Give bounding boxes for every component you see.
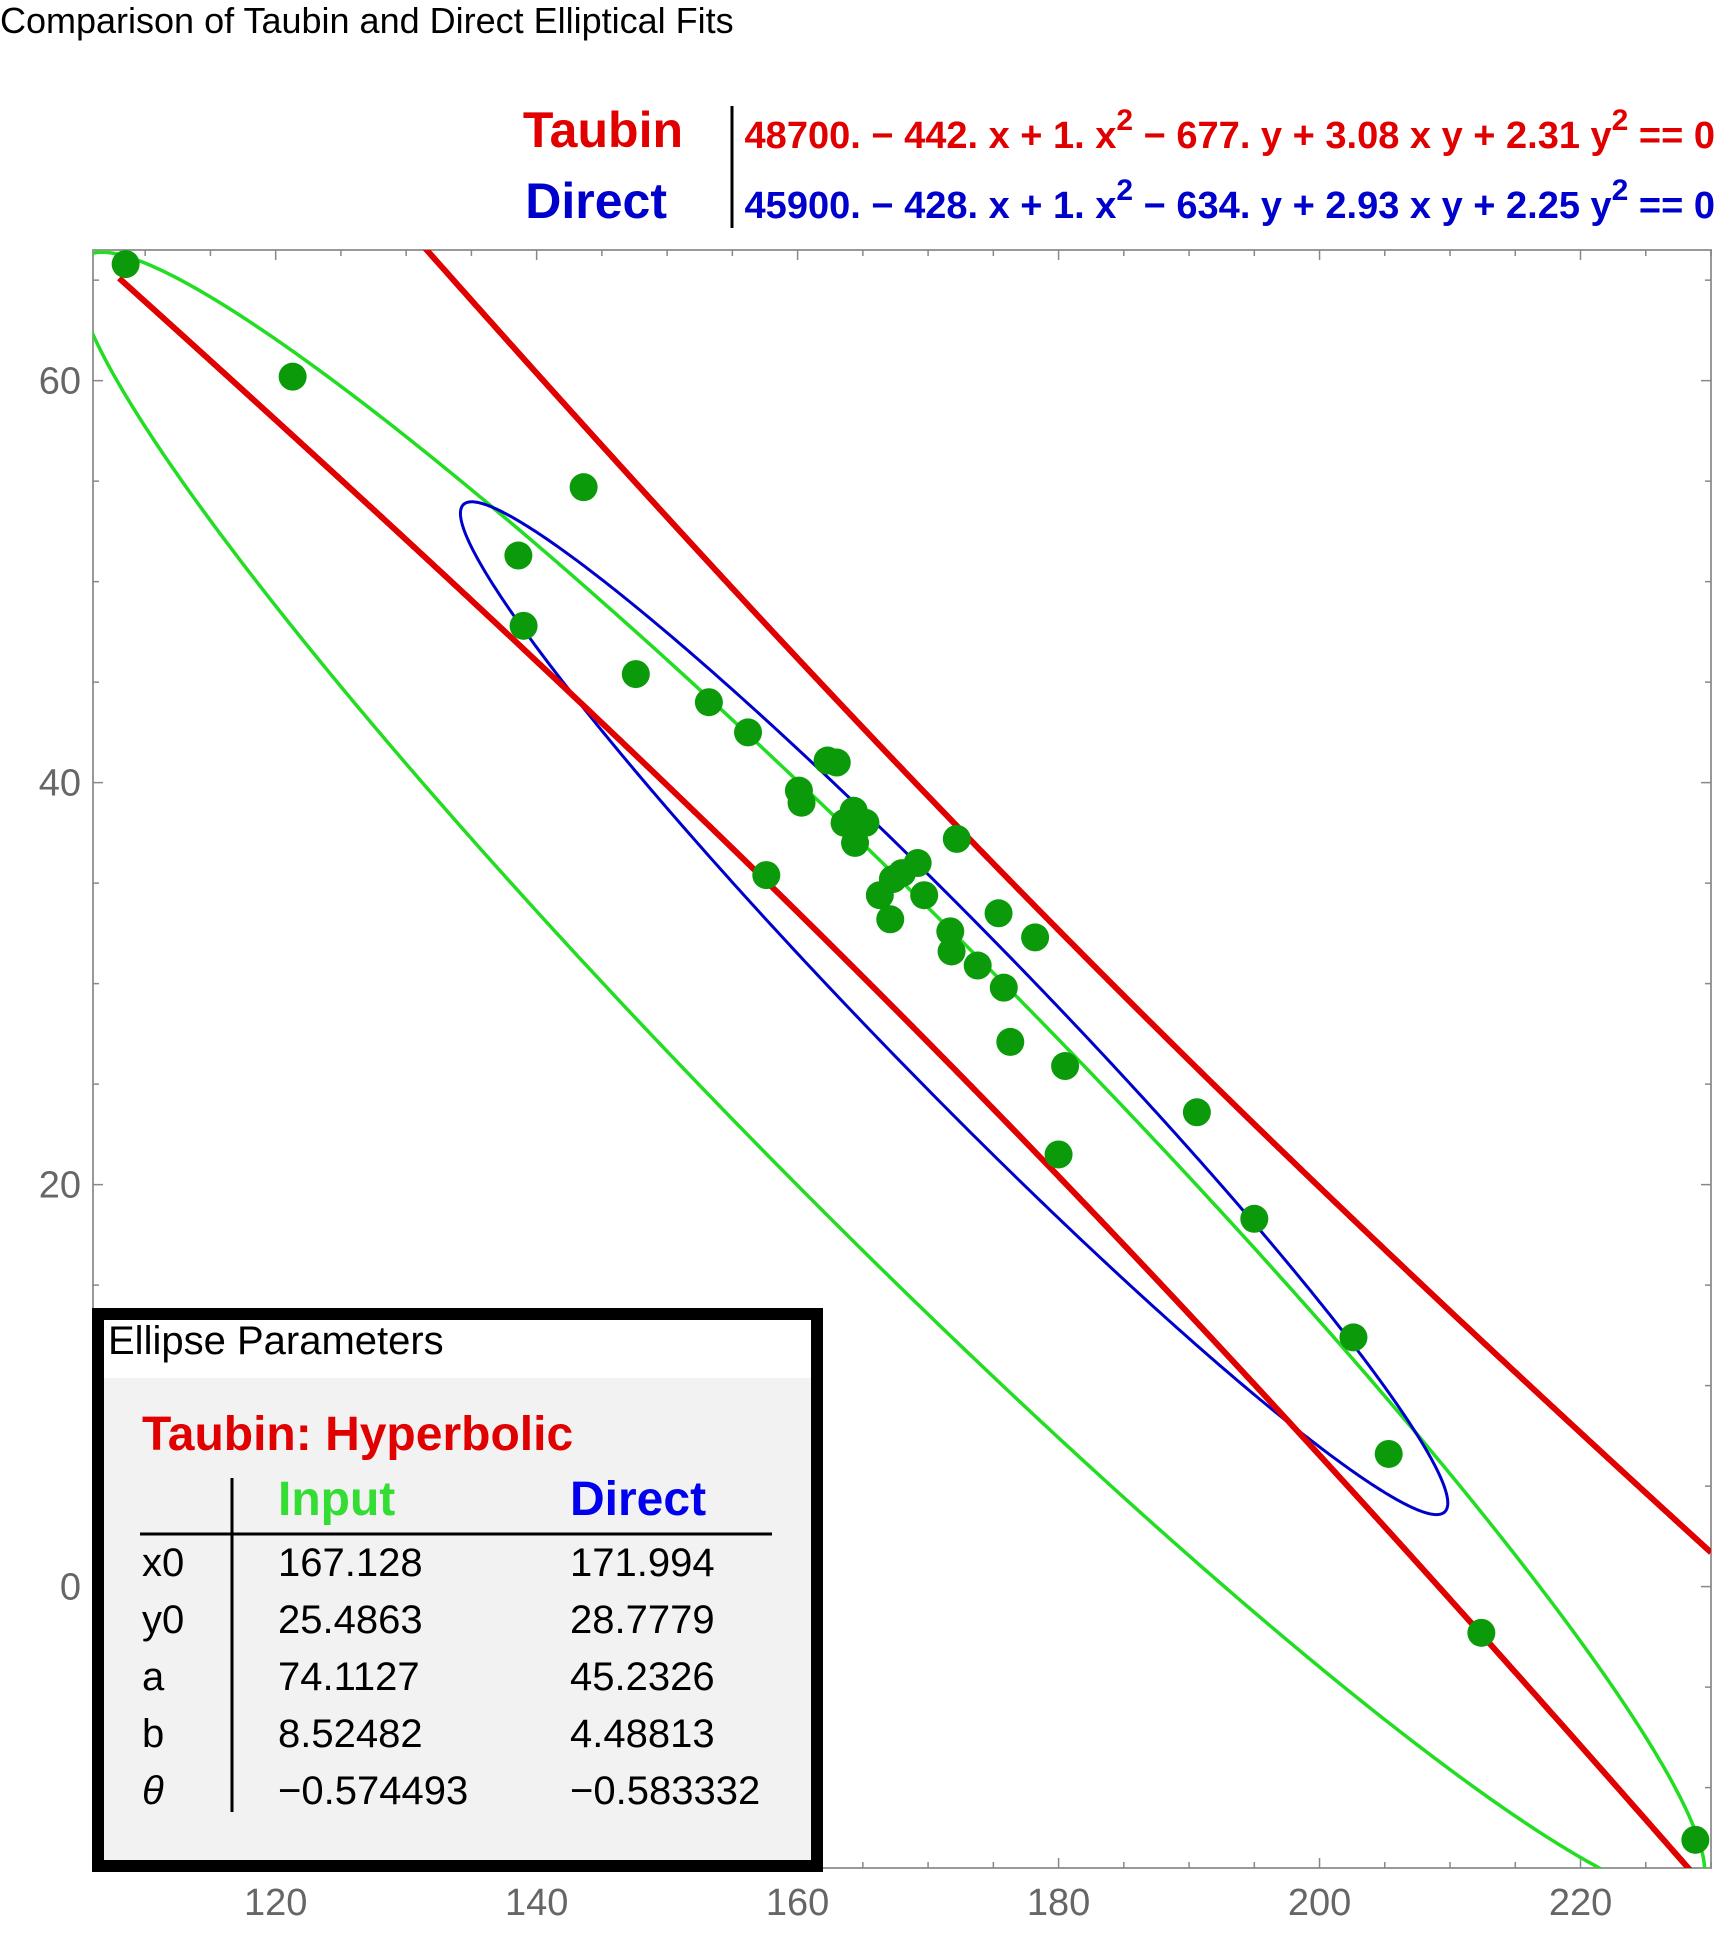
data-point bbox=[1240, 1204, 1269, 1233]
row-label: x0 bbox=[142, 1541, 184, 1585]
row-input-value: −0.574493 bbox=[278, 1769, 468, 1813]
data-point bbox=[822, 748, 851, 777]
panel-title: Ellipse Parameters bbox=[108, 1319, 444, 1363]
data-points bbox=[111, 250, 1710, 1854]
x-tick-label: 200 bbox=[1288, 1882, 1351, 1924]
row-label: b bbox=[142, 1712, 164, 1756]
panel-header bbox=[104, 1320, 811, 1378]
data-point bbox=[963, 951, 992, 980]
chart-title: Comparison of Taubin and Direct Elliptic… bbox=[0, 0, 734, 41]
y-tick-label: 60 bbox=[39, 361, 81, 403]
row-direct-value: −0.583332 bbox=[570, 1769, 760, 1813]
data-point bbox=[111, 250, 140, 279]
equation-legend: Taubin Direct 48700. − 442. x + 1. x2 − … bbox=[523, 102, 1715, 229]
row-input-value: 167.128 bbox=[278, 1541, 423, 1585]
input-ellipse-curve bbox=[93, 250, 1707, 1868]
data-point bbox=[1044, 1140, 1073, 1169]
data-point bbox=[1339, 1323, 1368, 1352]
y-tick-label: 20 bbox=[39, 1165, 81, 1207]
legend-taubin-label: Taubin bbox=[523, 102, 683, 158]
data-point bbox=[1467, 1618, 1496, 1647]
data-point bbox=[876, 905, 905, 934]
data-point bbox=[752, 861, 781, 890]
row-label: θ bbox=[142, 1769, 164, 1813]
direct-equation: 45900. − 428. x + 1. x2 − 634. y + 2.93 … bbox=[745, 174, 1715, 227]
data-point bbox=[1051, 1052, 1080, 1081]
taubin-hyperbola-branch-lower bbox=[117, 275, 1693, 1868]
column-header-direct: Direct bbox=[570, 1473, 706, 1526]
taubin-equation: 48700. − 442. x + 1. x2 − 677. y + 3.08 … bbox=[745, 104, 1715, 157]
y-tick-label: 0 bbox=[60, 1567, 81, 1609]
data-point bbox=[984, 899, 1013, 928]
column-header-input: Input bbox=[278, 1473, 395, 1526]
axis-tick-labels: 120 140 160 180 200 220 0 20 40 60 bbox=[39, 361, 1613, 1924]
data-point bbox=[694, 688, 723, 717]
data-point bbox=[569, 473, 598, 502]
data-point bbox=[996, 1027, 1025, 1056]
legend-direct-label: Direct bbox=[525, 173, 667, 229]
data-point bbox=[509, 611, 538, 640]
data-point bbox=[936, 917, 965, 946]
x-tick-label: 220 bbox=[1549, 1882, 1612, 1924]
table-row: a 74.1127 45.2326 bbox=[142, 1655, 715, 1699]
panel-border bbox=[92, 1308, 823, 1872]
x-tick-label: 120 bbox=[244, 1882, 307, 1924]
row-direct-value: 28.7779 bbox=[570, 1598, 715, 1642]
panel-subtitle: Taubin: Hyperbolic bbox=[142, 1408, 573, 1461]
ellipse-parameters-panel: Ellipse Parameters Taubin: Hyperbolic In… bbox=[92, 1308, 823, 1872]
data-point bbox=[734, 718, 763, 747]
data-point bbox=[841, 828, 870, 857]
x-tick-label: 160 bbox=[766, 1882, 829, 1924]
data-point bbox=[910, 881, 939, 910]
data-point bbox=[937, 937, 966, 966]
data-point bbox=[942, 824, 971, 853]
data-point bbox=[621, 660, 650, 689]
row-direct-value: 4.48813 bbox=[570, 1712, 715, 1756]
row-direct-value: 171.994 bbox=[570, 1541, 715, 1585]
data-point bbox=[1021, 923, 1050, 952]
data-point bbox=[903, 849, 932, 878]
table-row: b 8.52482 4.48813 bbox=[142, 1712, 715, 1756]
row-direct-value: 45.2326 bbox=[570, 1655, 715, 1699]
data-point bbox=[1681, 1825, 1710, 1854]
data-point bbox=[504, 541, 533, 570]
row-label: y0 bbox=[142, 1598, 184, 1642]
row-input-value: 74.1127 bbox=[278, 1655, 420, 1699]
data-point bbox=[1374, 1439, 1403, 1468]
table-row: x0 167.128 171.994 bbox=[142, 1541, 715, 1585]
data-point bbox=[787, 788, 816, 817]
row-label: a bbox=[142, 1655, 165, 1699]
row-input-value: 8.52482 bbox=[278, 1712, 423, 1756]
x-tick-label: 180 bbox=[1027, 1882, 1090, 1924]
data-point bbox=[1182, 1098, 1211, 1127]
plot-frame bbox=[92, 249, 1712, 1869]
data-point bbox=[989, 973, 1018, 1002]
row-input-value: 25.4863 bbox=[278, 1598, 423, 1642]
x-tick-label: 140 bbox=[505, 1882, 568, 1924]
table-row: θ −0.574493 −0.583332 bbox=[142, 1769, 760, 1813]
taubin-hyperbola-branch-upper bbox=[422, 250, 1711, 1555]
direct-ellipse-curve bbox=[458, 500, 1450, 1517]
table-row: y0 25.4863 28.7779 bbox=[142, 1598, 715, 1642]
y-tick-label: 40 bbox=[39, 763, 81, 805]
data-point bbox=[278, 362, 307, 391]
